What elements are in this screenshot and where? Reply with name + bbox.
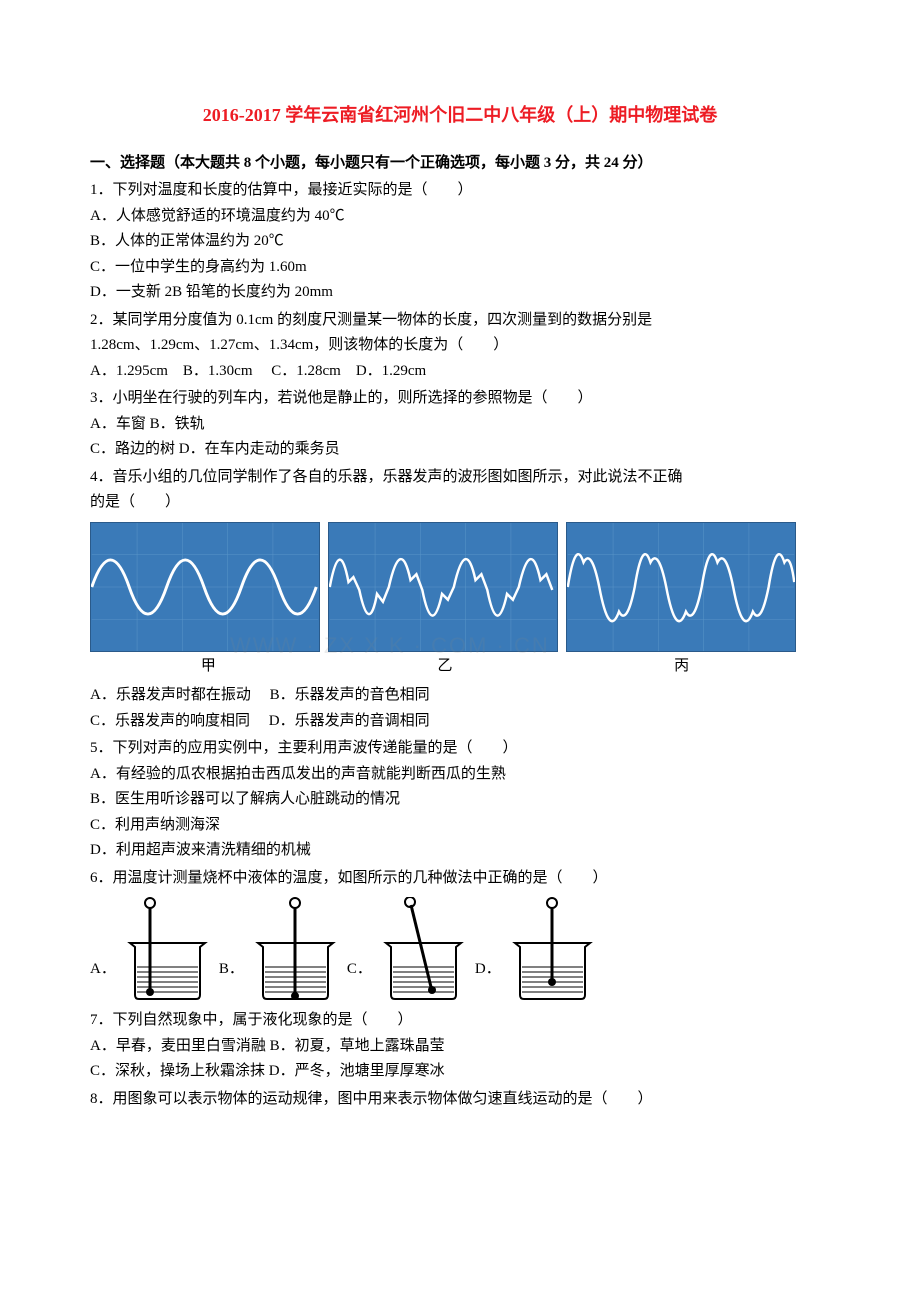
q5-option-c: C．利用声纳测海深 (90, 813, 830, 839)
q6-stem: 6．用温度计测量烧杯中液体的温度，如图所示的几种做法中正确的是（ ） (90, 866, 830, 892)
thermometer-figures: A． B． C． D． (90, 897, 830, 1002)
q4-stem-2: 的是（ ） (90, 490, 830, 516)
q3-stem: 3．小明坐在行驶的列车内，若说他是静止的，则所选择的参照物是（ ） (90, 386, 830, 412)
q6-label-d: D． (475, 957, 501, 983)
wf-label-bing: 丙 (674, 654, 689, 680)
section-1-header: 一、选择题（本大题共 8 个小题，每小题只有一个正确选项，每小题 3 分，共 2… (90, 151, 830, 177)
q6-label-b: B． (219, 957, 244, 983)
q2-stem-1: 2．某同学用分度值为 0.1cm 的刻度尺测量某一物体的长度，四次测量到的数据分… (90, 308, 830, 334)
q4-options-cd: C．乐器发声的响度相同 D．乐器发声的音调相同 (90, 709, 830, 735)
q1-option-c: C．一位中学生的身高约为 1.60m (90, 255, 830, 281)
q2-options: A．1.295cm B．1.30cm C．1.28cm D．1.29cm (90, 359, 830, 385)
q1-option-b: B．人体的正常体温约为 20℃ (90, 229, 830, 255)
q3-options-ab: A．车窗 B．铁轨 (90, 412, 830, 438)
waveform-yi (328, 522, 558, 652)
q1-option-d: D．一支新 2B 铅笔的长度约为 20mm (90, 280, 830, 306)
waveform-figures: WWW · ZX X K · COM · CN (90, 522, 830, 652)
exam-title: 2016-2017 学年云南省红河州个旧二中八年级（上）期中物理试卷 (90, 100, 830, 131)
waveform-labels: 甲 乙 丙 (90, 654, 800, 680)
q4-stem-1: 4．音乐小组的几位同学制作了各自的乐器，乐器发声的波形图如图所示，对此说法不正确 (90, 465, 830, 491)
beaker-c (376, 897, 471, 1002)
q8-stem: 8．用图象可以表示物体的运动规律，图中用来表示物体做匀速直线运动的是（ ） (90, 1087, 830, 1113)
q7-options-cd: C．深秋，操场上秋霜涂抹 D．严冬，池塘里厚厚寒冰 (90, 1059, 830, 1085)
q2-stem-2: 1.28cm、1.29cm、1.27cm、1.34cm，则该物体的长度为（ ） (90, 333, 830, 359)
beaker-d (505, 897, 600, 1002)
q7-stem: 7．下列自然现象中，属于液化现象的是（ ） (90, 1008, 830, 1034)
wf-label-yi: 乙 (437, 654, 452, 680)
waveform-bing (566, 522, 796, 652)
q5-option-d: D．利用超声波来清洗精细的机械 (90, 838, 830, 864)
q6-label-a: A． (90, 957, 116, 983)
q7-options-ab: A．早春，麦田里白雪消融 B．初夏，草地上露珠晶莹 (90, 1034, 830, 1060)
q1-option-a: A．人体感觉舒适的环境温度约为 40℃ (90, 204, 830, 230)
beaker-b (248, 897, 343, 1002)
q5-option-a: A．有经验的瓜农根据拍击西瓜发出的声音就能判断西瓜的生熟 (90, 762, 830, 788)
waveform-jia (90, 522, 320, 652)
q5-option-b: B．医生用听诊器可以了解病人心脏跳动的情况 (90, 787, 830, 813)
q5-stem: 5．下列对声的应用实例中，主要利用声波传递能量的是（ ） (90, 736, 830, 762)
wf-label-jia: 甲 (201, 654, 216, 680)
q1-stem: 1．下列对温度和长度的估算中，最接近实际的是（ ） (90, 178, 830, 204)
q4-options-ab: A．乐器发声时都在振动 B．乐器发声的音色相同 (90, 683, 830, 709)
beaker-a (120, 897, 215, 1002)
q6-label-c: C． (347, 957, 372, 983)
q3-options-cd: C．路边的树 D．在车内走动的乘务员 (90, 437, 830, 463)
